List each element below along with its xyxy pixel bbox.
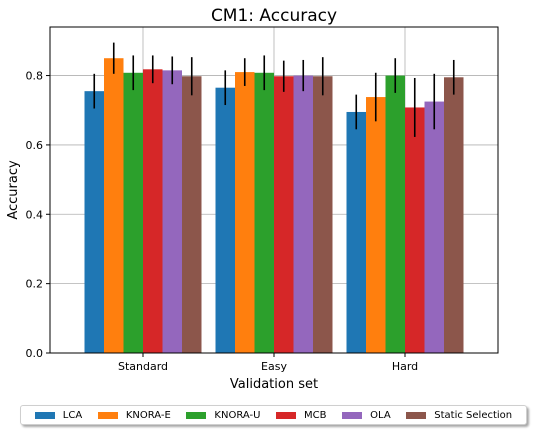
bar	[385, 75, 405, 353]
legend-item: MCB	[276, 409, 327, 421]
bar	[215, 87, 235, 353]
legend-label: KNORA-U	[214, 409, 261, 421]
bar	[313, 76, 333, 353]
legend-label: LCA	[62, 409, 83, 421]
legend-item: KNORA-U	[186, 410, 260, 421]
bar	[143, 69, 163, 353]
legend-swatch	[97, 411, 118, 419]
bar	[84, 91, 104, 353]
bar	[424, 101, 444, 353]
legend-item: LCA	[34, 409, 83, 421]
legend-label: KNORA-E	[125, 409, 171, 421]
y-tick-label: 0.0	[26, 347, 44, 360]
y-tick-label: 0.6	[26, 139, 44, 152]
bars	[84, 58, 464, 354]
y-tick-label: 0.4	[26, 208, 44, 221]
bar	[366, 97, 386, 353]
bar	[274, 76, 294, 353]
legend-swatch	[342, 411, 363, 419]
legend-swatch	[186, 411, 207, 419]
x-tick-label: Easy	[261, 360, 287, 373]
chart-title: CM1: Accuracy	[211, 6, 337, 26]
bar	[405, 107, 425, 354]
bar	[444, 77, 464, 353]
legend-item: KNORA-E	[97, 409, 171, 421]
error-bars	[93, 42, 455, 137]
x-axis-label: Validation set	[230, 377, 318, 392]
legend-swatch	[406, 411, 427, 419]
x-tick-label: Hard	[392, 360, 418, 373]
legend: LCA KNORA-E KNORA-U MCB OLA Static Selection	[20, 405, 527, 425]
y-tick-label: 0.8	[26, 70, 44, 83]
bar	[104, 58, 124, 353]
bar	[293, 75, 313, 353]
bar	[235, 72, 255, 353]
legend-item: OLA	[342, 410, 391, 421]
y-axis-label: Accuracy	[6, 160, 21, 220]
x-axis-ticks: Standard Easy Hard	[118, 353, 418, 373]
y-tick-label: 0.2	[26, 278, 44, 291]
legend-label: MCB	[304, 409, 327, 421]
bar	[123, 72, 143, 354]
bar	[346, 111, 366, 354]
bar	[182, 76, 202, 353]
legend-swatch	[276, 411, 297, 419]
legend-label: OLA	[370, 409, 391, 421]
legend-label: Static Selection	[434, 409, 513, 421]
x-tick-label: Standard	[118, 360, 168, 373]
legend-item: Static Selection	[406, 410, 512, 421]
legend-swatch	[34, 411, 55, 419]
y-axis-ticks: 0.0 0.2 0.4 0.6 0.8	[26, 70, 50, 360]
bar	[162, 70, 182, 353]
bar	[254, 72, 274, 354]
plot-frame	[49, 26, 499, 354]
